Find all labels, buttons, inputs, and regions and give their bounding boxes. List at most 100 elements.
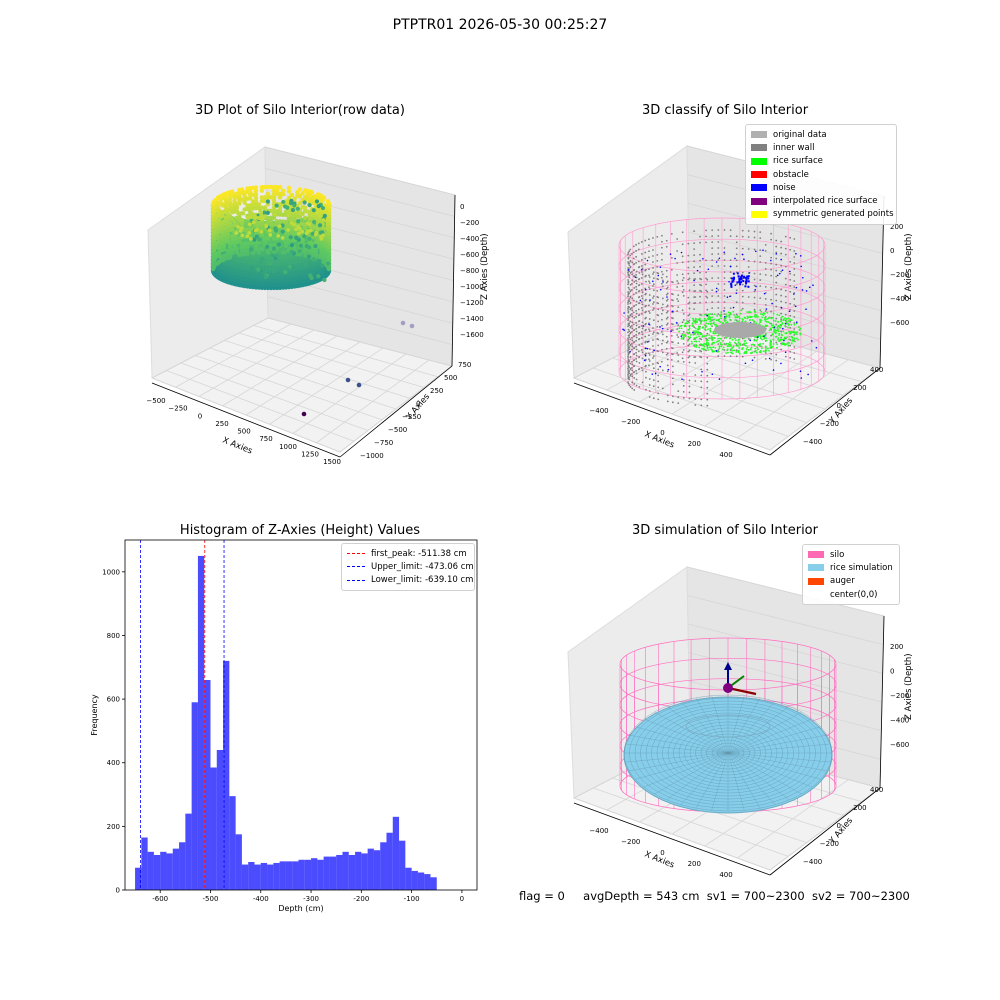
rice-point	[766, 311, 769, 314]
rice-point	[725, 315, 728, 318]
wall-point	[780, 300, 783, 303]
data-point	[227, 196, 233, 202]
data-point	[260, 256, 265, 261]
rice-point	[734, 316, 737, 319]
legend-swatch	[808, 591, 824, 598]
rice-point	[692, 317, 694, 320]
wall-point	[630, 270, 633, 273]
histogram-bar	[147, 851, 154, 890]
noise-point	[659, 266, 662, 268]
wall-point	[648, 360, 651, 362]
wall-point	[729, 277, 732, 280]
status-avg-depth: avgDepth = 543 cm	[583, 889, 700, 903]
wall-point	[656, 259, 659, 262]
wall-point	[648, 280, 650, 283]
wall-point	[735, 241, 738, 244]
tick-label: 200	[107, 823, 120, 831]
wall-point	[723, 265, 726, 267]
wall-point	[640, 349, 643, 351]
wall-point	[793, 262, 796, 264]
rice-point	[748, 338, 751, 340]
wall-point	[682, 390, 685, 393]
wall-point	[693, 290, 696, 293]
histogram-bar	[235, 834, 242, 890]
wall-point	[632, 251, 635, 254]
wall-point	[784, 283, 787, 286]
wall-point	[688, 313, 691, 316]
wall-point	[638, 272, 641, 274]
data-point	[265, 249, 271, 255]
data-point	[292, 196, 297, 202]
histogram-bar	[417, 872, 425, 890]
data-point	[237, 194, 242, 199]
wall-point	[627, 343, 629, 346]
wall-point	[693, 302, 696, 305]
noise-point	[780, 362, 782, 365]
wall-point	[637, 314, 640, 317]
wall-point	[764, 297, 767, 300]
rice-point	[721, 322, 724, 325]
wall-point	[656, 253, 659, 256]
wall-point	[711, 313, 714, 316]
wall-point	[629, 320, 632, 323]
wall-point	[729, 259, 732, 262]
data-point	[212, 256, 218, 261]
noise-point	[772, 369, 775, 371]
wall-point	[635, 303, 638, 306]
wall-point	[780, 330, 783, 333]
wall-point	[723, 307, 726, 309]
noise-point	[740, 281, 743, 284]
grid-line	[269, 347, 384, 425]
noise-point	[674, 257, 676, 260]
histogram-xlabel: Depth (cm)	[278, 904, 323, 913]
rice-point	[694, 322, 697, 324]
wall-point	[652, 301, 655, 304]
rice-mesh-line	[711, 695, 729, 754]
wall-point	[694, 350, 697, 352]
wall-point	[693, 278, 696, 281]
wall-point	[717, 301, 720, 303]
rice-point	[703, 317, 706, 320]
wall-point	[670, 256, 673, 259]
tick-label: 200	[688, 440, 701, 448]
rice-point	[784, 332, 787, 335]
noise-point	[734, 257, 736, 260]
wall-point	[717, 229, 720, 231]
tick-label: −200	[460, 219, 479, 227]
rice-point	[755, 351, 758, 354]
rice-point	[687, 328, 690, 331]
grid-line	[737, 359, 849, 439]
plot1-zlabel: Z Axies (Depth)	[480, 233, 490, 300]
grid-line	[686, 566, 885, 617]
rice-point	[759, 313, 762, 315]
wall-point	[706, 398, 709, 401]
rice-point	[734, 319, 737, 321]
wall-point	[677, 282, 680, 285]
rice-point	[748, 310, 751, 313]
wall-point	[793, 280, 796, 282]
rice-point	[713, 323, 716, 326]
wall-point	[630, 342, 633, 345]
wall-point	[753, 356, 756, 359]
data-point	[313, 243, 318, 249]
plot3-histogram: -600 -500 -400 -300 -200 -100 0 02004006008001…	[90, 539, 478, 913]
rice-point	[746, 346, 749, 349]
wall-point	[705, 301, 707, 304]
rice-point	[761, 316, 764, 319]
wall-point	[627, 369, 629, 371]
tick-label: 400	[870, 786, 883, 794]
data-point	[253, 192, 259, 197]
rice-point	[698, 340, 701, 343]
rice-point	[686, 320, 689, 322]
wall-point	[665, 287, 668, 290]
wall-point	[723, 259, 726, 261]
wall-point	[648, 348, 651, 350]
wall-point	[648, 304, 650, 307]
histogram-bar	[292, 861, 299, 890]
rice-point	[722, 339, 725, 342]
rice-point	[693, 345, 696, 348]
noise-point	[788, 310, 791, 313]
data-point	[263, 270, 268, 275]
noise-point	[715, 261, 718, 263]
